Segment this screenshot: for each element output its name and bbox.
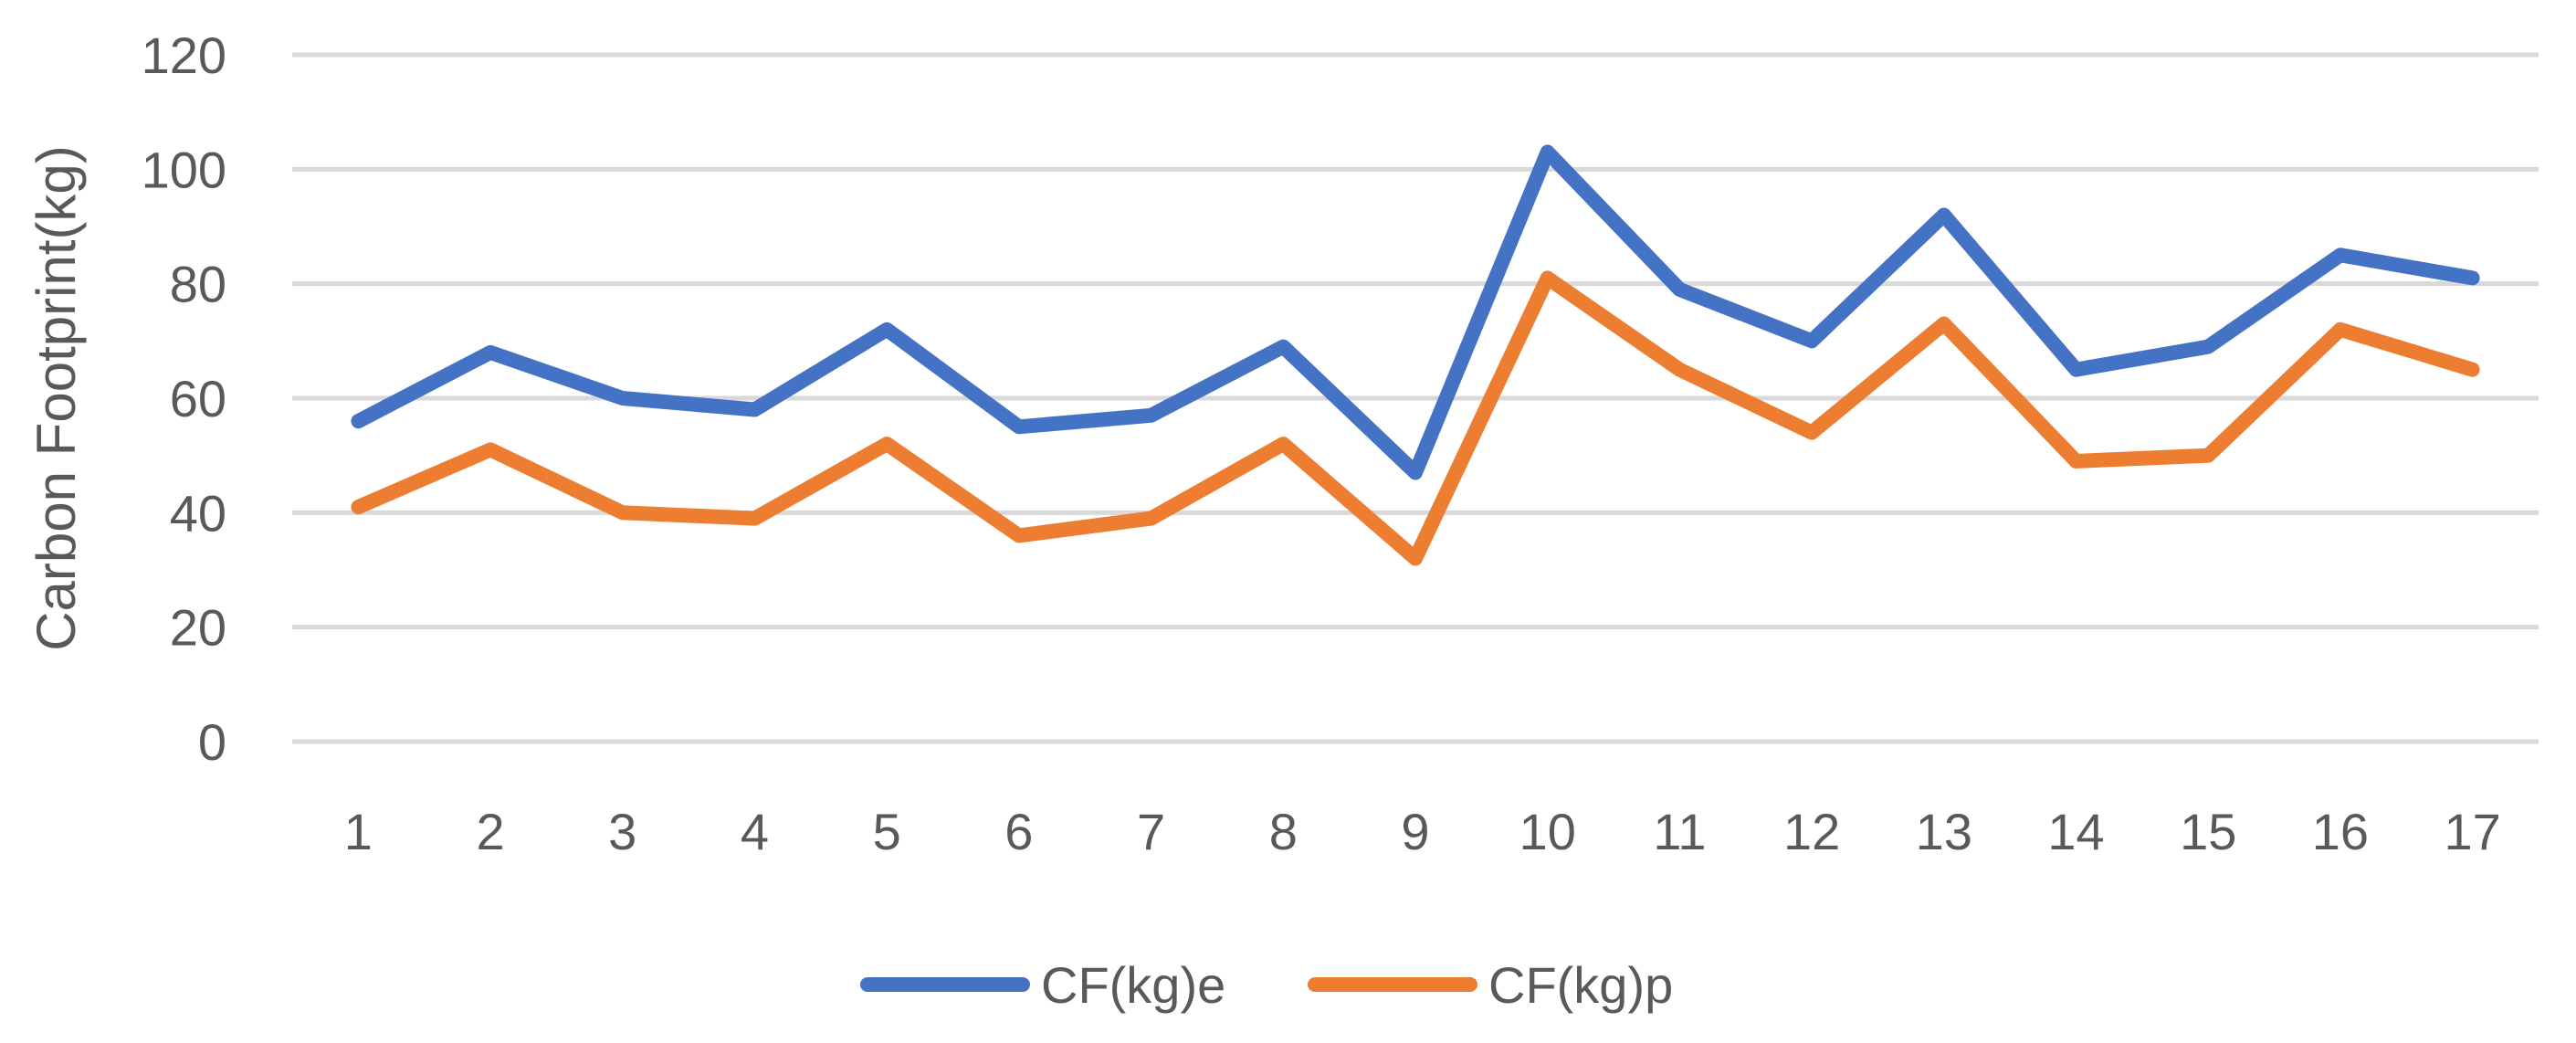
x-tick-label: 14: [2047, 803, 2104, 860]
legend-label-2: CF(kg)p: [1488, 956, 1673, 1014]
y-tick-label: 80: [170, 256, 226, 313]
x-tick-label: 16: [2312, 803, 2369, 860]
x-tick-label: 9: [1401, 803, 1429, 860]
x-tick-label: 17: [2444, 803, 2500, 860]
series-line-2: [351, 270, 2480, 566]
x-tick-label: 3: [608, 803, 636, 860]
series-lines: [351, 144, 2480, 566]
series-line-1: [351, 144, 2480, 480]
x-tick-label: 2: [476, 803, 504, 860]
y-tick-label: 20: [170, 599, 226, 657]
y-tick-label: 100: [142, 141, 226, 198]
x-tick-label: 7: [1137, 803, 1165, 860]
x-tick-label: 8: [1269, 803, 1298, 860]
x-tick-label: 11: [1653, 803, 1706, 860]
y-tick-label: 0: [198, 713, 226, 771]
x-tick-label: 13: [1916, 803, 1972, 860]
y-axis-ticks: 0 20 40 60 80 100 120: [142, 26, 226, 771]
legend-label-1: CF(kg)e: [1041, 956, 1225, 1014]
y-tick-label: 60: [170, 370, 226, 427]
x-tick-label: 15: [2180, 803, 2236, 860]
x-tick-label: 10: [1519, 803, 1576, 860]
y-tick-label: 40: [170, 484, 226, 542]
x-tick-label: 12: [1783, 803, 1840, 860]
x-tick-label: 6: [1004, 803, 1033, 860]
legend: CF(kg)e CF(kg)p: [860, 956, 1673, 1014]
x-axis-ticks: 1 2 3 4 5 6 7 8 9 10 11 12 13 14 15 16 17: [344, 803, 2501, 860]
x-tick-label: 4: [741, 803, 769, 860]
y-axis-title: Carbon Footprint(kg): [26, 145, 87, 651]
y-tick-label: 120: [142, 26, 226, 84]
x-tick-label: 5: [873, 803, 901, 860]
x-tick-label: 1: [344, 803, 373, 860]
